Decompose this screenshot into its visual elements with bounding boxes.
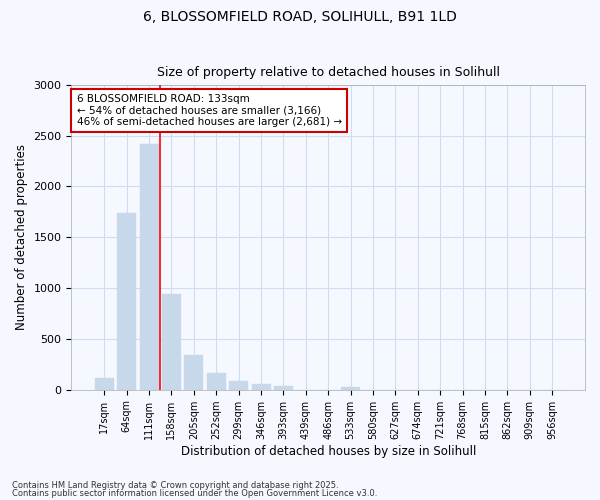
Text: 6, BLOSSOMFIELD ROAD, SOLIHULL, B91 1LD: 6, BLOSSOMFIELD ROAD, SOLIHULL, B91 1LD [143,10,457,24]
Title: Size of property relative to detached houses in Solihull: Size of property relative to detached ho… [157,66,500,80]
Bar [95,378,114,390]
Bar [162,294,181,390]
Bar [251,384,271,390]
Bar [341,386,360,390]
Text: Contains HM Land Registry data © Crown copyright and database right 2025.: Contains HM Land Registry data © Crown c… [12,481,338,490]
Bar [184,355,203,390]
Bar [274,386,293,390]
Y-axis label: Number of detached properties: Number of detached properties [15,144,28,330]
Bar [117,213,136,390]
Bar [229,380,248,390]
Bar [207,374,226,390]
X-axis label: Distribution of detached houses by size in Solihull: Distribution of detached houses by size … [181,444,476,458]
Bar [140,144,158,390]
Text: 6 BLOSSOMFIELD ROAD: 133sqm
← 54% of detached houses are smaller (3,166)
46% of : 6 BLOSSOMFIELD ROAD: 133sqm ← 54% of det… [77,94,341,127]
Text: Contains public sector information licensed under the Open Government Licence v3: Contains public sector information licen… [12,488,377,498]
